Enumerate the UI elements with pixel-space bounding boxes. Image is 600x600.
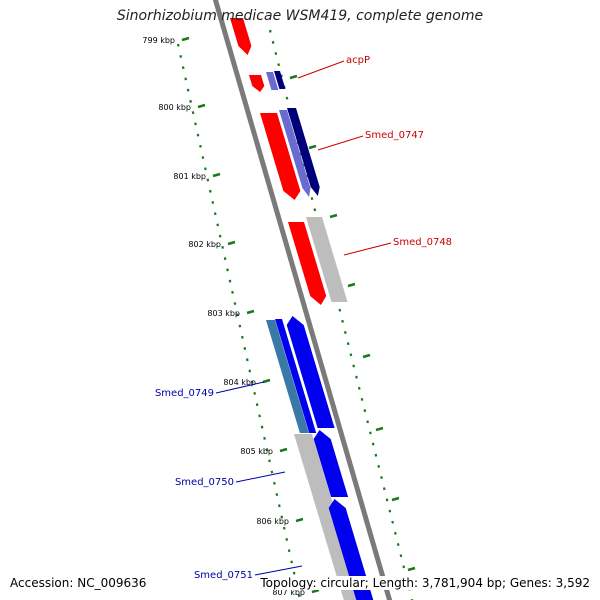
gene-leader-line (215, 381, 265, 394)
major-tick-mark (279, 447, 288, 453)
major-tick-mark (311, 588, 320, 594)
gene-leader-line (235, 471, 286, 483)
gene-feature-Smed_0751[interactable] (328, 499, 374, 600)
accession-text: Accession: NC_009636 (8, 576, 149, 590)
major-tick-mark (391, 496, 400, 502)
gene-leader-line (343, 242, 392, 256)
major-tick-mark (407, 566, 416, 572)
gene-feature-steel[interactable] (266, 320, 309, 433)
major-tick-mark (295, 517, 304, 523)
major-tick-mark (308, 144, 317, 150)
gene-feature-blue[interactable] (286, 316, 335, 428)
major-tick-mark (246, 309, 255, 315)
tick-label: 802 kbp (188, 240, 221, 249)
gene-feature-Smed_0749[interactable] (275, 319, 317, 433)
major-tick-mark (181, 36, 190, 42)
gene-label[interactable]: Smed_0749 (155, 388, 214, 399)
major-tick-mark (212, 172, 221, 178)
major-tick-mark (289, 74, 298, 80)
tick-label: 805 kbp (240, 447, 273, 456)
tick-label: 801 kbp (173, 172, 206, 181)
gene-label[interactable]: Smed_0750 (175, 477, 234, 488)
tick-label: 799 kbp (142, 36, 175, 45)
genome-summary-text: Topology: circular; Length: 3,781,904 bp… (258, 576, 592, 590)
gene-label[interactable]: Smed_0747 (365, 130, 424, 141)
gene-feature-Smed_0747[interactable] (287, 108, 320, 196)
gene-feature-red[interactable] (230, 18, 252, 55)
major-tick-mark (347, 282, 356, 288)
gene-feature-navy[interactable] (274, 71, 286, 89)
major-tick-mark (375, 426, 384, 432)
gene-leader-line (317, 135, 364, 151)
gene-feature-gray[interactable] (306, 217, 348, 302)
gene-feature-acpP[interactable] (249, 75, 265, 92)
map-title: Sinorhizobium medicae WSM419, complete g… (116, 8, 484, 24)
gene-label[interactable]: acpP (346, 55, 370, 66)
tick-label: 807 kbp (272, 588, 305, 597)
gene-feature-Smed_0750[interactable] (313, 430, 349, 497)
tick-label: 800 kbp (158, 103, 191, 112)
gene-feature-red[interactable] (260, 113, 301, 200)
major-tick-mark (227, 240, 236, 246)
gene-leader-line (297, 60, 345, 79)
tick-label: 806 kbp (256, 517, 289, 526)
gene-feature-lavender[interactable] (266, 72, 279, 90)
gene-leader-line (254, 565, 303, 576)
gene-feature-lavender[interactable] (279, 110, 311, 197)
major-tick-mark (329, 213, 338, 219)
major-tick-mark (197, 103, 206, 109)
major-tick-mark (362, 353, 371, 359)
gene-label[interactable]: Smed_0751 (194, 570, 253, 581)
gene-feature-Smed_0748[interactable] (288, 222, 327, 305)
gene-label[interactable]: Smed_0748 (393, 237, 452, 248)
tick-label: 803 kbp (207, 309, 240, 318)
tick-label: 804 kbp (223, 378, 256, 387)
major-tick-mark (262, 378, 271, 384)
genome-backbone-line (212, 0, 393, 600)
